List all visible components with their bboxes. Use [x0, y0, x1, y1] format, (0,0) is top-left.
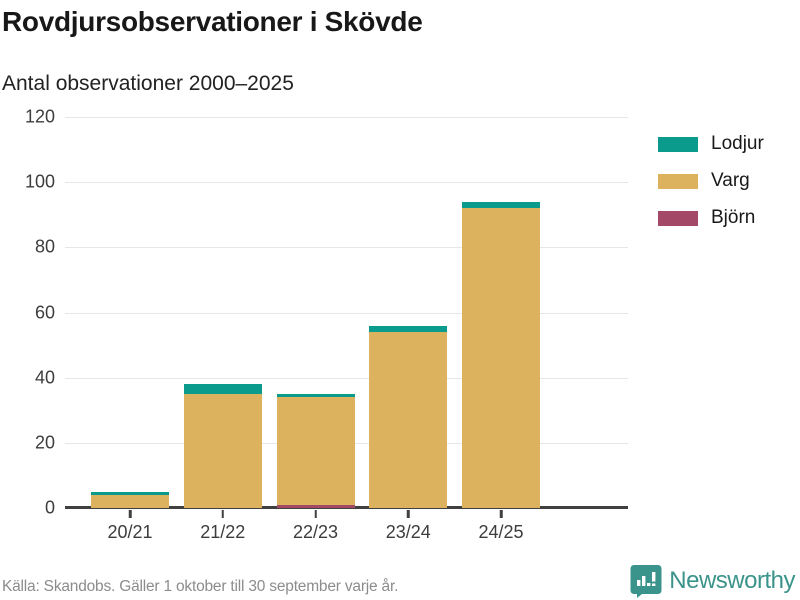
bar-22-23-björn: [276, 504, 355, 508]
bar-22-23-varg: [276, 397, 355, 505]
legend-swatch-varg: [658, 173, 698, 189]
gridline-40: [65, 377, 628, 379]
x-axis-tick-23-24: [407, 510, 410, 518]
newsworthy-logo-icon: [630, 565, 662, 598]
gridline-80: [65, 247, 628, 249]
legend-swatch-lodjur: [658, 136, 698, 152]
x-tick-label-23-24: 23/24: [385, 522, 431, 542]
y-tick-label-100: 100: [24, 171, 55, 192]
legend-label-björn: Björn: [711, 207, 756, 228]
legend-swatch-björn: [658, 210, 698, 226]
plot-area: 0 20 40 60 80 100 120 20/21 21/22 22/23 23/24 24/25: [25, 107, 628, 542]
bar-23-24-lodjur: [369, 325, 448, 333]
x-tick-label-20-21: 20/21: [107, 522, 153, 542]
y-tick-label-0: 0: [44, 497, 55, 518]
brand-lockup: Newsworthy: [630, 564, 795, 598]
y-tick-label-120: 120: [24, 106, 55, 127]
x-axis-tick-20-21: [128, 510, 132, 518]
legend-item-varg: Varg: [658, 170, 764, 192]
y-tick-label-60: 60: [34, 302, 55, 322]
x-axis-tick-22-23: [314, 510, 317, 518]
legend-item-björn: Björn: [658, 207, 764, 229]
x-tick-label-21-22: 21/22: [200, 522, 246, 542]
bar-21-22-lodjur: [183, 384, 262, 394]
gridline-100: [65, 182, 628, 184]
source-note: Källa: Skandobs. Gäller 1 oktober till 3…: [2, 578, 399, 595]
legend: Lodjur Varg Björn: [658, 133, 764, 229]
chart-subtitle: Antal observationer 2000–2025: [2, 72, 294, 95]
x-tick-label-24-25: 24/25: [478, 522, 524, 542]
x-axis-tick-24-25: [499, 510, 503, 518]
legend-label-varg: Varg: [711, 170, 750, 191]
bar-24-25-lodjur: [462, 201, 540, 209]
y-tick-label-40: 40: [34, 367, 55, 388]
legend-item-lodjur: Lodjur: [658, 133, 764, 155]
y-tick-label-20: 20: [34, 432, 55, 453]
bar-22-23-lodjur: [276, 393, 355, 398]
bar-20-21-lodjur: [91, 491, 169, 495]
bar-20-21-varg: [91, 494, 169, 508]
x-tick-label-22-23: 22/23: [292, 522, 339, 542]
gridline-120: [65, 117, 628, 118]
gridline-60: [65, 312, 628, 314]
bar-24-25-varg: [462, 208, 540, 508]
brand-name: Newsworthy: [669, 567, 795, 594]
y-tick-label-80: 80: [34, 236, 55, 257]
bar-23-24-varg: [369, 332, 448, 508]
legend-label-lodjur: Lodjur: [711, 133, 764, 154]
bar-21-22-varg: [183, 393, 262, 508]
chart-title: Rovdjursobservationer i Skövde: [2, 6, 423, 37]
x-axis-tick-21-22: [221, 510, 224, 518]
